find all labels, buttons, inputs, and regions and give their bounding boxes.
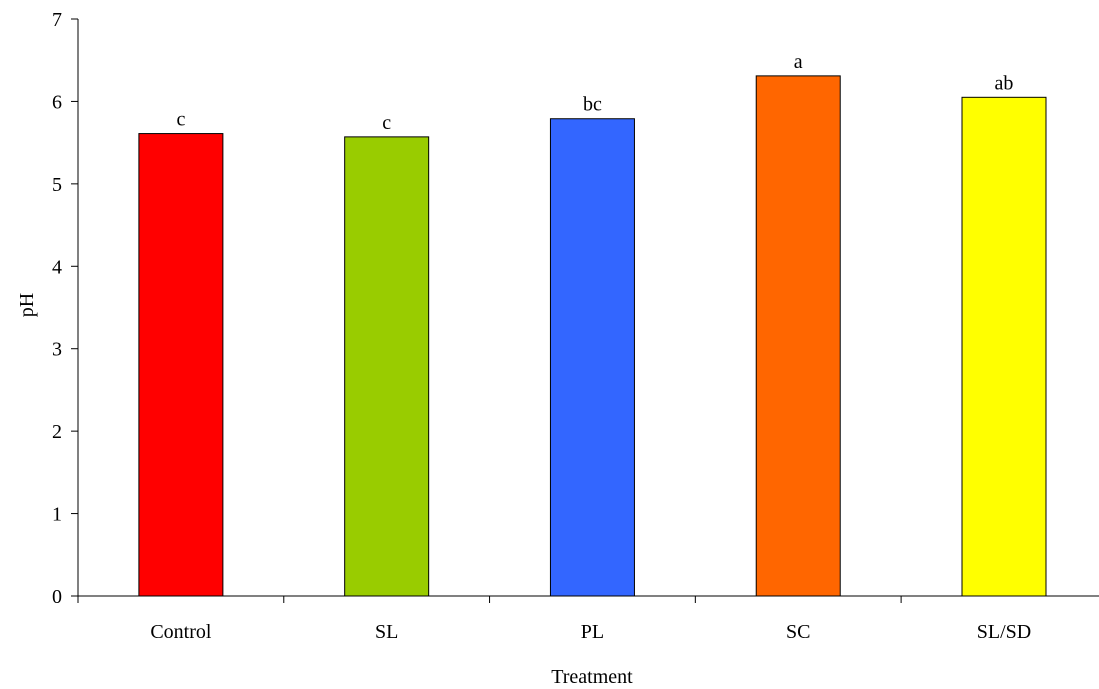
significance-letter: c bbox=[382, 112, 391, 134]
y-tick-label: 0 bbox=[52, 586, 62, 608]
y-tick-label: 2 bbox=[52, 421, 62, 443]
y-tick-label: 1 bbox=[52, 504, 62, 526]
x-tick-label: SC bbox=[786, 621, 810, 643]
significance-letter: a bbox=[794, 51, 803, 73]
bar-sl bbox=[344, 136, 430, 597]
x-axis: Control SL PL SC SL/SD bbox=[77, 595, 1099, 643]
y-tick-label: 4 bbox=[52, 256, 62, 278]
y-tick-label: 6 bbox=[52, 91, 62, 113]
bar-sc bbox=[755, 75, 841, 597]
bar-sl-sd bbox=[961, 96, 1047, 597]
significance-letter: bc bbox=[583, 94, 602, 116]
y-axis: 0 1 2 3 4 5 6 7 bbox=[52, 9, 79, 608]
y-tick-label: 3 bbox=[52, 339, 62, 361]
y-tick-label: 7 bbox=[52, 9, 62, 31]
x-tick-label: SL bbox=[375, 621, 398, 643]
y-tick-label: 5 bbox=[52, 174, 62, 196]
bars bbox=[138, 75, 1047, 597]
x-tick-label: PL bbox=[581, 621, 604, 643]
x-tick-label: Control bbox=[150, 621, 212, 643]
x-axis-label: Treatment bbox=[551, 666, 633, 688]
x-tick-label: SL/SD bbox=[977, 621, 1031, 643]
y-axis-label: pH bbox=[16, 293, 38, 317]
significance-letters: c c bc a ab bbox=[176, 51, 1013, 134]
significance-letter: c bbox=[176, 109, 185, 131]
bar-control bbox=[138, 133, 224, 597]
bar-pl bbox=[549, 118, 635, 597]
significance-letter: ab bbox=[995, 72, 1014, 94]
